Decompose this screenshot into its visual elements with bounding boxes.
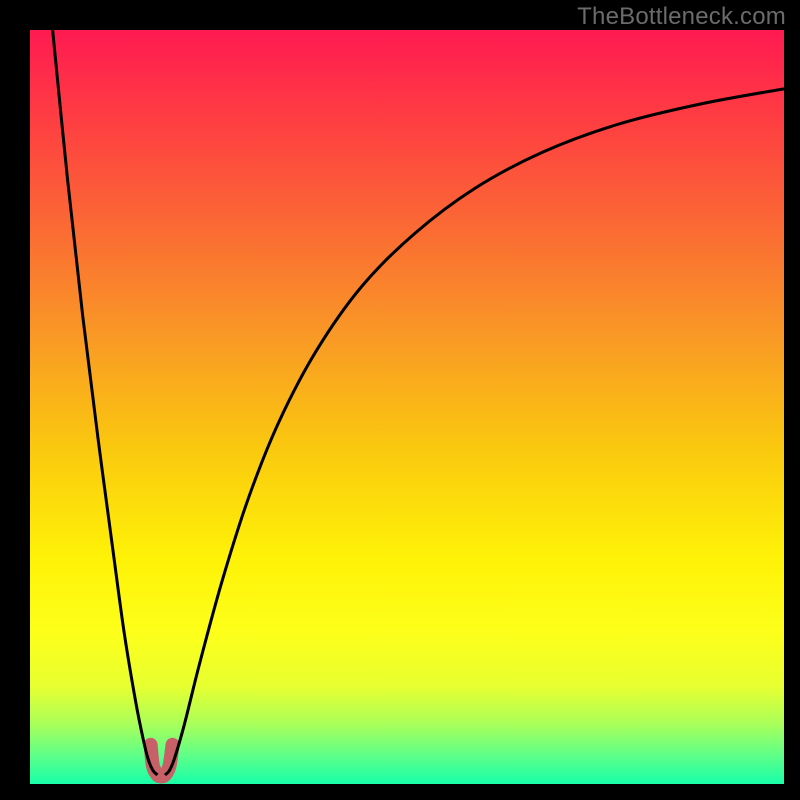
border-right: [784, 0, 800, 800]
plot-area: [30, 30, 784, 784]
curve-left: [53, 30, 158, 775]
chart-svg: [30, 30, 784, 784]
border-left: [0, 0, 30, 800]
border-bottom: [0, 784, 800, 800]
curve-right: [165, 89, 784, 775]
watermark-text: TheBottleneck.com: [577, 3, 786, 31]
chart-frame: TheBottleneck.com: [0, 0, 800, 800]
